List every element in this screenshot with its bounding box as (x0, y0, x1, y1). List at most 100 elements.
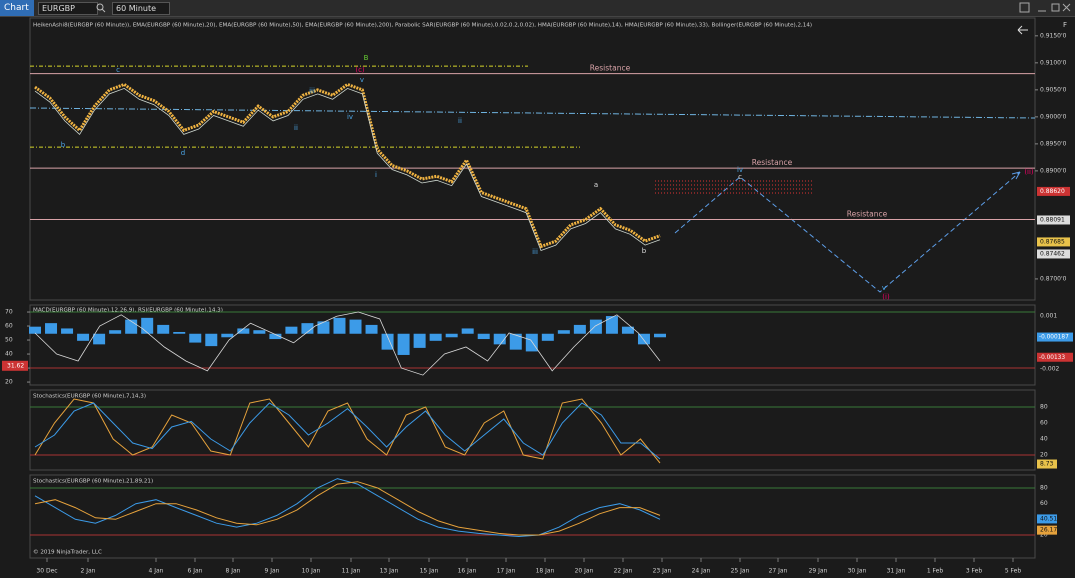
macd-bar (461, 328, 474, 334)
stoch-tag (1037, 514, 1057, 524)
macd-bar (573, 324, 586, 334)
x-tick-label: 11 Jan (342, 568, 361, 575)
macd-bar (45, 323, 58, 334)
x-tick-label: 8 Jan (226, 568, 241, 575)
wave-label: ii (458, 117, 462, 125)
x-tick-label: 30 Jan (848, 568, 867, 575)
interval-select[interactable]: 60 Minute (112, 2, 170, 15)
price-tag-label: 0.88620 (1040, 188, 1065, 195)
macd-bar (205, 333, 218, 347)
macd-bar (413, 333, 426, 348)
wave-label: (i) (882, 293, 890, 301)
macd-bar (221, 333, 234, 338)
macd-bar (477, 333, 490, 340)
macd-bar (429, 333, 442, 341)
stoch-tick-label: 80 (1040, 484, 1048, 491)
macd-bar (445, 333, 458, 338)
macd-bar (365, 324, 378, 334)
rsi-tick-label: 50 (5, 337, 13, 344)
macd-bar (317, 321, 330, 334)
resistance-label: Resistance (590, 64, 631, 73)
macd-bar (93, 333, 106, 345)
wave-label: (ii) (1024, 168, 1034, 176)
macd-bar (637, 333, 650, 345)
macd-bar (237, 328, 250, 334)
macd-bar (557, 330, 570, 334)
x-tick-label: 18 Jan (536, 568, 555, 575)
stoch-tag-label: 26.17 (1040, 527, 1057, 534)
macd-bar (29, 326, 41, 334)
y-tick-label: 0.9150'0 (1040, 32, 1067, 39)
macd-tick-label: 0.001 (1040, 313, 1057, 320)
x-tick-label: 4 Jan (149, 568, 164, 575)
target-zone (655, 180, 812, 194)
price-tag (1037, 215, 1070, 225)
projection-path (674, 171, 1021, 293)
rsi-tag (2, 360, 28, 371)
x-tick-label: 24 Jan (692, 568, 711, 575)
stoch-tag (1037, 525, 1057, 535)
search-icon[interactable] (96, 3, 106, 13)
macd-bar (61, 328, 74, 334)
wave-label: (c) (355, 66, 365, 74)
stoch-tick-label: 60 (1040, 420, 1048, 427)
macd-bar (381, 333, 394, 350)
x-tick-label: 1 Feb (927, 568, 944, 575)
stoch2-panel-title: Stochastics(EURGBP (60 Minute),21,89,21) (33, 479, 153, 485)
copyright: © 2019 NinjaTrader, LLC (33, 549, 102, 556)
rsi-line (34, 311, 661, 376)
price-tag (1037, 186, 1070, 196)
x-tick-label: 6 Jan (188, 568, 203, 575)
stoch-tick-label: 40 (1040, 436, 1048, 443)
back-arrow[interactable] (1017, 25, 1028, 35)
y-tick-label: 0.9050'0 (1040, 86, 1067, 93)
window-button[interactable] (1019, 2, 1030, 13)
price-line-thin (34, 87, 661, 252)
x-tick-label: 2 Jan (81, 568, 96, 575)
price-tag (1037, 237, 1070, 247)
rsi-tick-label: 60 (5, 323, 13, 330)
wave-label: B (364, 54, 369, 62)
maximize-button[interactable] (1051, 3, 1060, 12)
stoch1-panel-title: Stochastics(EURGBP (60 Minute),7,14,3) (33, 394, 146, 400)
x-tick-label: 31 Jan (887, 568, 906, 575)
wave-label: a (594, 181, 598, 189)
macd-bar (157, 324, 170, 334)
x-tick-label: 20 Jan (575, 568, 594, 575)
panel-flag[interactable]: F (1063, 21, 1067, 29)
price-line (34, 82, 661, 249)
close-button[interactable] (1062, 3, 1071, 12)
macd-tag (1037, 332, 1073, 342)
macd-bar (525, 333, 538, 352)
stoch-tick-label: 20 (1040, 531, 1048, 538)
y-tick-label: 0.9000'0 (1040, 113, 1067, 120)
wave-label: b (61, 141, 66, 149)
x-tick-label: 10 Jan (302, 568, 321, 575)
x-tick-label: 9 Jan (265, 568, 280, 575)
chart-tab[interactable]: Chart (0, 0, 34, 16)
macd-bar (605, 316, 618, 334)
stoch-line (34, 478, 661, 538)
wave-label: v (882, 284, 886, 292)
symbol-select[interactable]: EURGBP (38, 2, 98, 15)
macd-panel-title: MACD(EURGBP (60 Minute),12,26,9), RSI(EU… (33, 308, 223, 314)
price-tag-label: 0.88091 (1040, 216, 1065, 223)
toolbar: Chart EURGBP 60 Minute (0, 0, 1075, 17)
wave-label: c (116, 66, 120, 74)
macd-bar (589, 319, 602, 334)
macd-bar (125, 319, 138, 334)
macd-bar (189, 333, 202, 343)
x-tick-label: 25 Jan (731, 568, 750, 575)
macd-bar (493, 333, 506, 345)
macd-bar (109, 330, 122, 334)
macd-bar (269, 333, 282, 340)
x-tick-label: 30 Dec (36, 568, 57, 575)
stoch-tag-label: 40.51 (1040, 515, 1057, 522)
rsi-tick-label: 20 (5, 379, 13, 386)
price-tag-label: 0.87685 (1040, 238, 1065, 245)
stoch-line (34, 398, 661, 464)
macd-bar (349, 319, 362, 334)
macd-bar (333, 317, 346, 334)
macd-tag-label: -0.00133 (1039, 355, 1065, 361)
